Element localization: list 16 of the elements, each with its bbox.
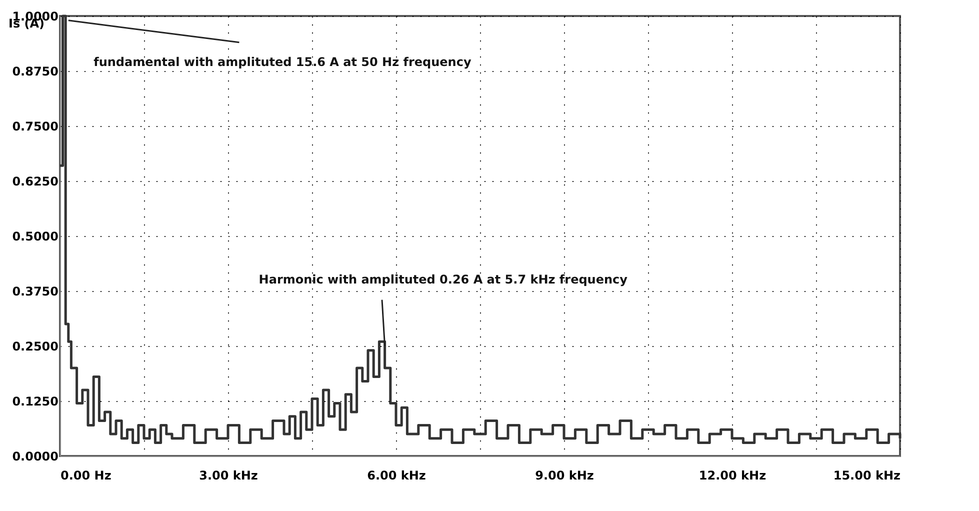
y-tick-label: 0.7500 [12,120,58,134]
annotation: Harmonic with amplituted 0.26 A at 5.7 kHz frequency [258,272,628,287]
x-tick-label: 3.00 kHz [199,468,258,482]
x-tick-label: 6.00 kHz [367,468,426,482]
y-tick-label: 0.0000 [12,450,58,464]
x-tick-label: 9.00 kHz [535,468,594,482]
annotation: fundamental with amplituted 15.6 A at 50 Hz frequency [94,54,472,69]
y-tick-label: 0.5000 [12,230,58,244]
y-tick-label: 0.6250 [12,174,58,188]
y-tick-label: 0.2500 [12,340,58,354]
x-tick-label: 15.00 kHz [833,468,900,482]
y-tick-label: 0.3750 [12,284,58,298]
y-tick-label: 0.1250 [12,394,58,408]
y-tick-label: 0.8750 [12,64,58,78]
x-tick-label: 0.00 Hz [60,468,112,482]
x-tick-label: 12.00 kHz [698,468,766,482]
